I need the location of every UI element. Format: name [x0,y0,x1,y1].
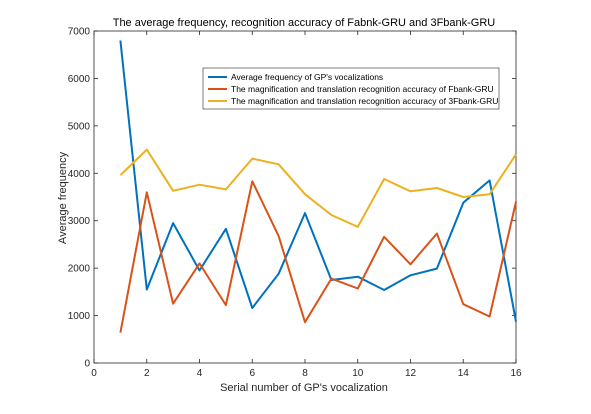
x-tick-label: 10 [352,368,364,379]
x-tick-label: 16 [510,368,522,379]
x-axis-label: Serial number of GP's vocalization [220,382,388,394]
x-tick-label: 12 [405,368,417,379]
y-tick-label: 0 [84,359,90,370]
y-axis-label: Average frequency [57,151,69,244]
x-tick-label: 14 [458,368,470,379]
legend: Average frequency of GP's vocalizations T… [202,67,500,110]
x-axis: 0 2 4 6 8 10 12 14 16 [91,31,522,379]
y-tick-label: 3000 [68,216,91,227]
chart-title: The average frequency, recognition accur… [113,17,496,29]
series-layer [119,40,517,333]
y-tick-label: 4000 [68,169,91,180]
x-tick-label: 8 [302,368,308,379]
y-tick-label: 2000 [68,264,91,275]
legend-box [202,67,500,110]
legend-entry-2: The magnification and translation recogn… [231,84,494,94]
y-tick-label: 7000 [68,27,91,38]
x-tick-label: 6 [249,368,255,379]
series-line-3 [119,148,517,228]
x-tick-label: 4 [197,368,203,379]
series-line-1 [119,40,517,322]
legend-entry-3: The magnification and translation recogn… [231,96,498,106]
x-tick-label: 0 [91,368,97,379]
y-tick-label: 6000 [68,74,91,85]
y-tick-label: 1000 [68,311,91,322]
y-axis: 0 1000 2000 3000 4000 5000 6000 7000 [68,27,516,370]
x-tick-label: 2 [144,368,150,379]
legend-entry-1: Average frequency of GP's vocalizations [231,72,383,82]
y-tick-label: 5000 [68,121,91,132]
series-line-2 [119,180,517,333]
